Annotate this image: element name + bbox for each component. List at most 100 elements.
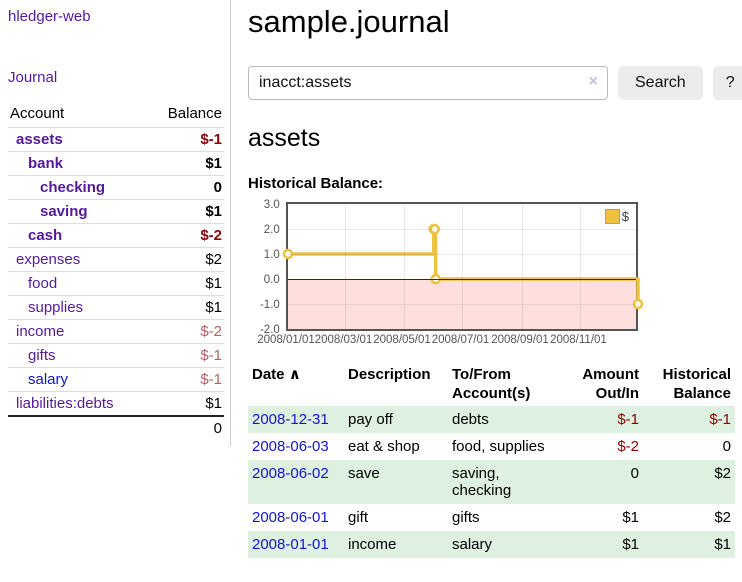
chart-title: Historical Balance: — [248, 175, 384, 192]
account-row: liabilities:debts $1 — [8, 391, 224, 416]
transaction-date-link[interactable]: 2008-06-02 — [252, 465, 329, 482]
transaction-accounts: gifts — [452, 509, 480, 526]
search-box: × — [248, 66, 608, 100]
account-link[interactable]: salary — [28, 371, 69, 388]
account-balance: $-2 — [148, 319, 224, 344]
transaction-description: pay off — [344, 406, 448, 433]
vertical-gridline — [345, 204, 347, 329]
vertical-gridline — [403, 204, 405, 329]
transaction-amount: $1 — [622, 509, 639, 526]
accounts-header-row: Account Balance — [8, 102, 224, 128]
horizontal-gridline — [287, 254, 636, 255]
register-row[interactable]: 2008-06-02 save saving, checking 0 $2 — [248, 460, 735, 504]
transaction-date-link[interactable]: 2008-01-01 — [252, 536, 329, 553]
account-link[interactable]: assets — [16, 131, 63, 148]
account-row: expenses $2 — [8, 247, 224, 272]
account-row: gifts $-1 — [8, 343, 224, 368]
x-tick-label: 2008/11/01 — [550, 334, 607, 346]
accounts-total-spacer — [8, 415, 149, 440]
clear-search-icon[interactable]: × — [588, 73, 598, 90]
register-row[interactable]: 2008-01-01 income salary $1 $1 — [248, 531, 735, 558]
chart-plot-area[interactable]: $ — [282, 202, 644, 331]
register-row[interactable]: 2008-06-03 eat & shop food, supplies $-2… — [248, 433, 735, 460]
x-tick-label: 2008/03/01 — [314, 334, 373, 346]
account-row: food $1 — [8, 271, 224, 296]
transaction-balance: $2 — [643, 460, 735, 504]
transaction-date-link[interactable]: 2008-06-03 — [252, 438, 329, 455]
account-link[interactable]: bank — [28, 155, 64, 172]
account-balance: $-1 — [148, 367, 224, 392]
register-header-accounts: To/From Account(s) — [452, 366, 531, 402]
account-link[interactable]: cash — [28, 227, 63, 244]
y-tick-label: 0.0 — [263, 274, 280, 286]
account-row: checking 0 — [8, 175, 224, 200]
account-link[interactable]: saving — [40, 203, 88, 220]
account-link[interactable]: supplies — [28, 299, 84, 316]
transaction-description: income — [344, 531, 448, 558]
transaction-balance: $-1 — [643, 406, 735, 433]
account-row: salary $-1 — [8, 367, 224, 392]
y-tick-label: -2.0 — [259, 324, 280, 336]
transaction-amount: $-2 — [617, 438, 639, 455]
series-swatch-icon — [604, 209, 620, 224]
zero-line — [287, 279, 636, 280]
register-row[interactable]: 2008-12-31 pay off debts $-1 $-1 — [248, 406, 735, 433]
data-point-marker — [282, 248, 294, 260]
account-link[interactable]: checking — [40, 179, 106, 196]
account-balance: $1 — [148, 199, 224, 224]
chart-legend: $ — [604, 209, 629, 224]
help-button[interactable]: ? — [712, 66, 742, 100]
register-header-date[interactable]: Date ∧ — [252, 366, 301, 383]
register-header-row: Date ∧ Description To/From Account(s) Amo… — [248, 362, 735, 406]
y-tick-label: -1.0 — [259, 299, 280, 311]
horizontal-gridline — [287, 304, 636, 305]
register-header-amount: Amount Out/In — [582, 366, 639, 402]
account-link[interactable]: food — [28, 275, 58, 292]
account-row: assets $-1 — [8, 127, 224, 152]
account-link[interactable]: liabilities:debts — [16, 395, 114, 412]
account-balance: $-2 — [148, 223, 224, 248]
data-point-marker — [429, 223, 440, 235]
accounts-header-account: Account — [10, 105, 65, 122]
account-balance: $1 — [148, 271, 224, 296]
vertical-gridline — [462, 204, 464, 329]
transaction-accounts: debts — [448, 406, 566, 433]
transaction-balance: 0 — [722, 438, 731, 455]
account-link[interactable]: income — [16, 323, 65, 340]
transaction-amount: $1 — [566, 531, 643, 558]
search-input[interactable] — [248, 66, 608, 100]
transaction-amount: $-1 — [566, 406, 643, 433]
transaction-date-link[interactable]: 2008-12-31 — [252, 411, 329, 428]
transaction-description: gift — [348, 509, 369, 526]
account-row: supplies $1 — [8, 295, 224, 320]
register-row[interactable]: 2008-06-01 gift gifts $1 $2 — [248, 504, 735, 531]
x-tick-label: 2008/07/01 — [431, 334, 490, 346]
accounts-total-value: 0 — [148, 415, 224, 440]
account-link[interactable]: expenses — [16, 251, 81, 268]
transaction-date-link[interactable]: 2008-06-01 — [252, 509, 329, 526]
account-balance: $2 — [148, 247, 224, 272]
register-table: Date ∧ Description To/From Account(s) Amo… — [248, 362, 735, 558]
chart-y-axis: 3.0 2.0 1.0 0.0 -1.0 -2.0 — [248, 199, 286, 336]
sidebar-item-journal[interactable]: Journal — [8, 69, 58, 86]
accounts-table: Account Balance assets $-1 bank $1 check… — [8, 102, 224, 440]
x-tick-label: 2008/09/01 — [491, 334, 549, 346]
sort-ascending-icon: ∧ — [288, 366, 301, 383]
brand-link[interactable]: hledger-web — [8, 8, 91, 25]
vertical-gridline — [580, 204, 582, 329]
transaction-accounts: saving, checking — [448, 460, 566, 504]
vertical-gridline — [521, 204, 523, 329]
transaction-accounts: food, supplies — [452, 438, 545, 455]
transaction-description: eat & shop — [348, 438, 420, 455]
main-content: sample.journal × Search ? assets Histori… — [248, 0, 742, 558]
x-tick-label: 2008/01/01 — [257, 334, 315, 346]
search-button[interactable]: Search — [618, 66, 703, 100]
y-tick-label: 1.0 — [263, 249, 280, 261]
negative-region — [287, 279, 636, 329]
transaction-balance: $1 — [643, 531, 735, 558]
account-balance: $1 — [148, 391, 224, 416]
account-link[interactable]: gifts — [28, 347, 56, 364]
account-heading: assets — [248, 124, 321, 152]
account-balance: $1 — [148, 151, 224, 176]
transaction-amount: 0 — [566, 460, 643, 504]
